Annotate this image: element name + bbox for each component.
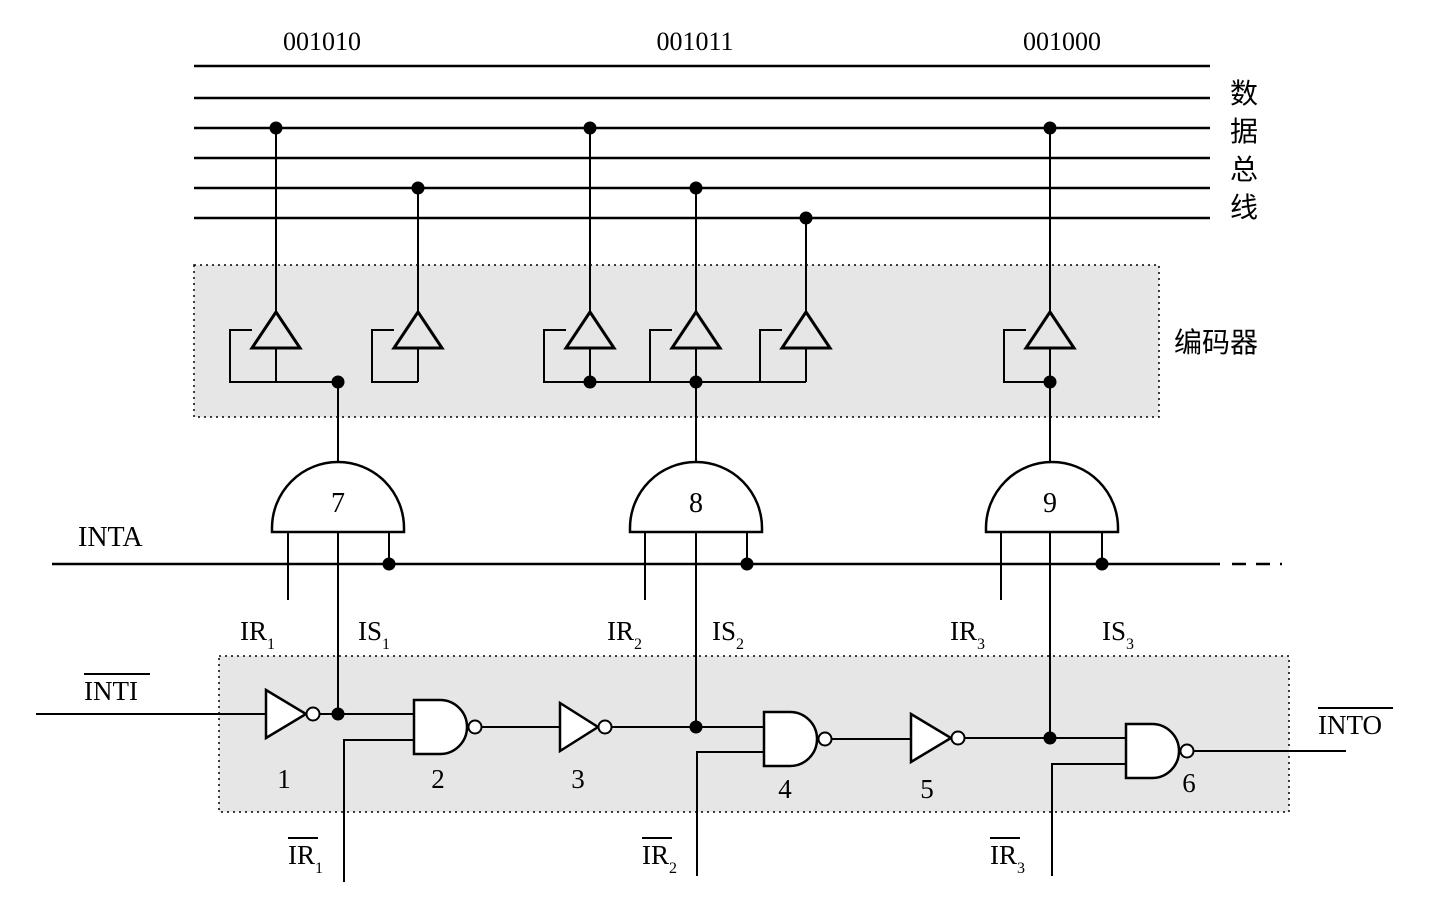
chain-number-2: 2 <box>431 764 445 794</box>
is3-label: IS3 <box>1102 616 1134 653</box>
and-gate-9: 9 <box>984 460 1120 738</box>
chain-number-4: 4 <box>778 774 792 804</box>
code-label-1: 001010 <box>283 27 361 56</box>
ir2-bar-wire <box>696 751 764 876</box>
and-gate-8: 8 <box>628 460 764 726</box>
junction-dot <box>1043 375 1057 389</box>
and-gate-7-body <box>270 460 406 534</box>
junction-dot <box>689 375 703 389</box>
bus-label-char-3: 总 <box>1230 153 1258 186</box>
enc2c-enable-wire <box>759 329 782 382</box>
junction-dot <box>583 121 597 135</box>
nand-gate-2-body <box>412 698 469 756</box>
enc1a-enable-wire <box>229 329 338 383</box>
ir1-label: IR1 <box>240 616 275 653</box>
code-label-2: 001011 <box>656 27 733 56</box>
ir2-bar-label: IR2 <box>642 840 677 877</box>
ir3-bar-wire <box>1051 763 1126 876</box>
inverter-3-body <box>558 700 601 754</box>
data-bus <box>194 64 1210 220</box>
junction-dot <box>799 211 813 225</box>
nand-gate-2-bubble <box>467 719 483 735</box>
nand-gate-4 <box>762 710 833 768</box>
nand-gate-6-bubble <box>1179 743 1195 759</box>
junction-dot <box>1095 557 1109 571</box>
junction-dot <box>382 557 396 571</box>
enc2-common-wire <box>543 329 806 383</box>
junction-dot <box>411 181 425 195</box>
encoder-group-2 <box>543 121 833 464</box>
and-gate-9-body <box>984 460 1120 534</box>
into-label: INTO <box>1318 710 1382 740</box>
nand-gate-4-bubble <box>817 731 833 747</box>
junction-dot <box>689 181 703 195</box>
code-label-3: 001000 <box>1023 27 1101 56</box>
encoder-group-1 <box>229 121 445 464</box>
chain-number-1: 1 <box>277 764 291 794</box>
inverter-1 <box>264 687 321 741</box>
chain-number-3: 3 <box>571 764 585 794</box>
enc1b-enable-wire <box>371 329 418 383</box>
junction-dot <box>689 720 703 734</box>
encoder-group-3 <box>1003 121 1077 464</box>
nand-gate-6 <box>1124 722 1195 780</box>
junction-dot <box>331 375 345 389</box>
junction-dot <box>269 121 283 135</box>
junction-dot <box>740 557 754 571</box>
and-gate-7: 7 <box>270 460 406 714</box>
inverter-5 <box>909 711 966 765</box>
inverter-3 <box>558 700 613 754</box>
bus-label-char-4: 线 <box>1230 191 1258 224</box>
ir1-bar-wire <box>343 739 414 882</box>
ir2-label: IR2 <box>607 616 642 653</box>
encoder-label: 编码器 <box>1174 326 1258 359</box>
junction-dot <box>1043 121 1057 135</box>
enc3-enable-wire <box>1003 329 1050 383</box>
nand-gate-4-body <box>762 710 819 768</box>
inverter-3-bubble <box>597 719 613 735</box>
gate-number-7: 7 <box>331 488 345 519</box>
ir3-bar-label: IR3 <box>990 840 1025 877</box>
ir1-bar-label: IR1 <box>288 840 323 877</box>
chain-number-5: 5 <box>920 774 934 804</box>
inti-label: INTI <box>84 676 138 706</box>
inta-label: INTA <box>78 522 143 553</box>
gate-number-9: 9 <box>1043 488 1057 519</box>
nand-gate-6-body <box>1124 722 1181 780</box>
junction-dot <box>331 707 345 721</box>
junction-dot <box>1043 731 1057 745</box>
inverter-1-bubble <box>305 706 321 722</box>
bus-label-char-1: 数 <box>1230 77 1258 110</box>
inverter-5-body <box>909 711 954 765</box>
inverter-5-bubble <box>950 730 966 746</box>
is2-label: IS2 <box>712 616 744 653</box>
is1-label: IS1 <box>358 616 390 653</box>
enc2b-enable-wire <box>649 329 672 382</box>
bus-label-char-2: 据 <box>1230 115 1258 148</box>
inverter-1-body <box>264 687 309 741</box>
chain-number-6: 6 <box>1182 768 1196 798</box>
gate-number-8: 8 <box>689 488 703 519</box>
priority-chain-box <box>218 655 1290 813</box>
nand-gate-2 <box>412 698 483 756</box>
ir3-label: IR3 <box>950 616 985 653</box>
junction-dot <box>583 375 597 389</box>
and-gate-8-body <box>628 460 764 534</box>
